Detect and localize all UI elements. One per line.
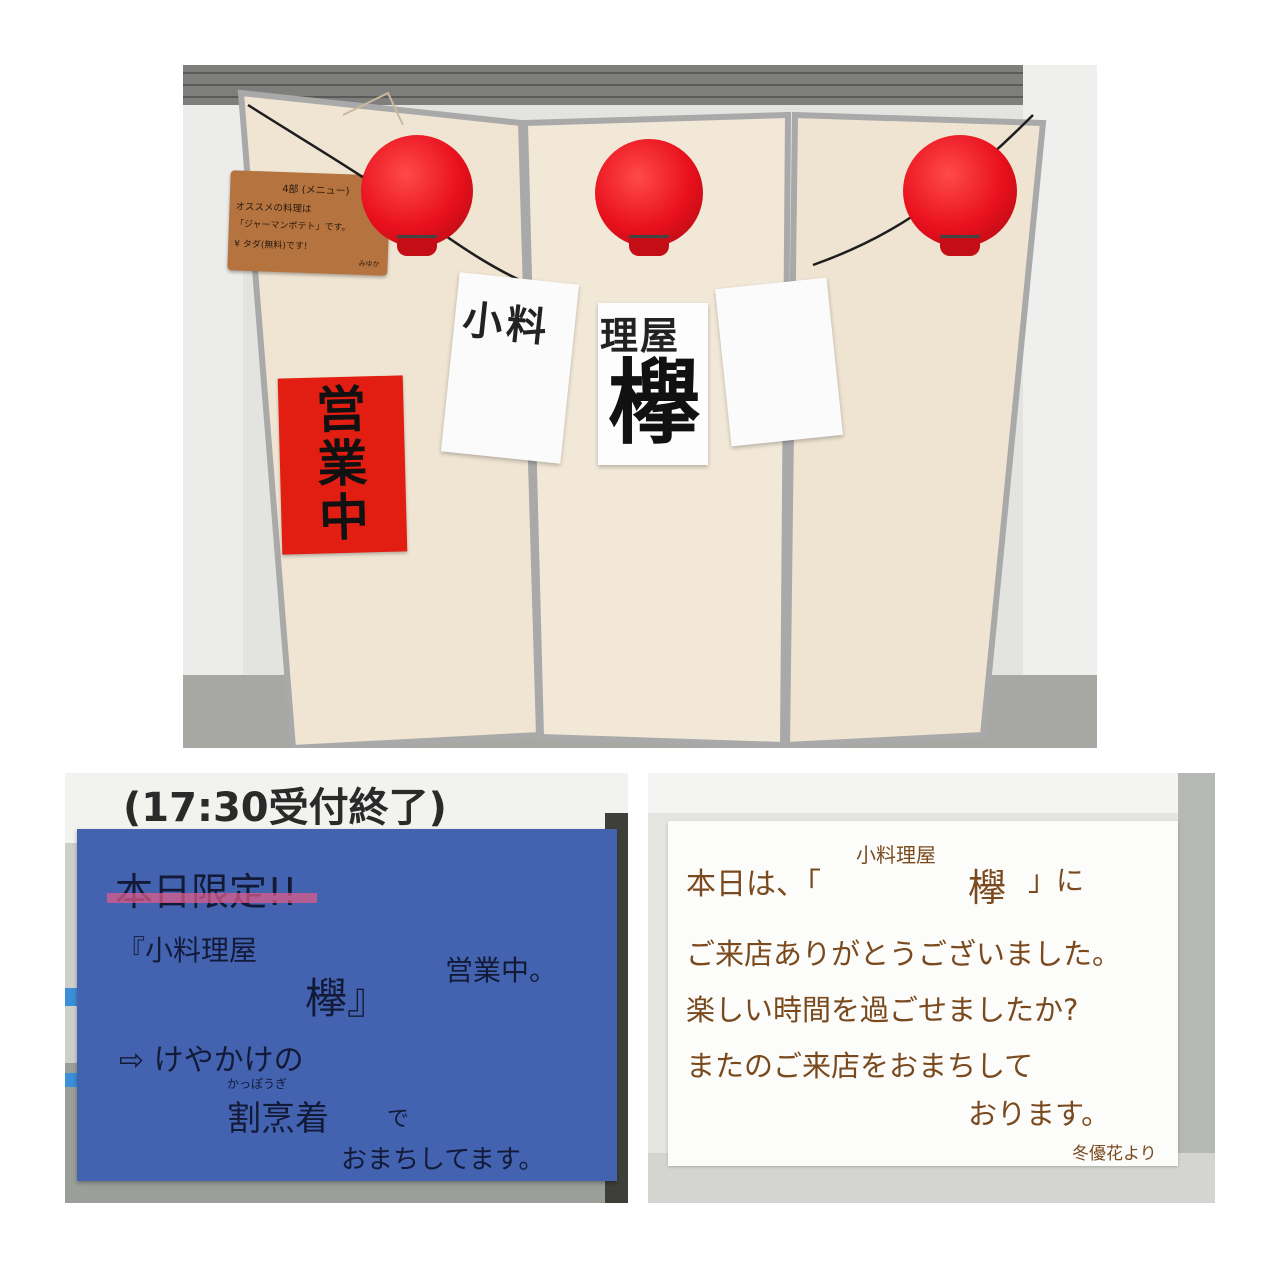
thanks-line4: またのご来店をおまちして	[686, 1049, 1034, 1083]
photo-blue-sign: (17:30受付終了) 本日限定!! 『小料理屋 欅』 営業中。 ⇨ けやかけの…	[65, 773, 628, 1203]
thanks-line1c: 欅	[968, 866, 1007, 910]
blue-sign-line2: 『小料理屋	[117, 934, 258, 967]
photo-thank-you-sign: 本日は、「 小料理屋 欅 」に ご来店ありがとうございました。 楽しい時間を過ご…	[648, 773, 1215, 1203]
banner-left-text: 小料	[460, 295, 553, 352]
thanks-line1b: 小料理屋	[856, 843, 936, 867]
red-sign-char-1: 営	[315, 379, 367, 440]
red-sign-char-2: 業	[316, 433, 369, 494]
open-for-business-sign: 営 業 中	[277, 375, 408, 555]
banner-middle-top-text: 理屋	[600, 313, 681, 358]
blue-sign-line3b: 営業中。	[445, 954, 558, 987]
blue-sign-ruby: かっぽうぎ	[227, 1077, 288, 1091]
blue-paper-sign: 本日限定!! 『小料理屋 欅』 営業中。 ⇨ けやかけの かっぽうぎ 割烹着 で…	[77, 829, 617, 1181]
wood-sign-line4: ¥ タダ(無料)です!	[234, 239, 308, 252]
wood-sign-line1: 4部 (メニュー)	[281, 184, 350, 198]
blue-sign-line1: 本日限定!!	[115, 870, 298, 914]
red-lantern-right	[903, 135, 1017, 256]
thanks-line3: 楽しい時間を過ごせましたか?	[686, 993, 1079, 1027]
photo-screen-booth: 4部 (メニュー) オススメの料理は 「ジャーマンポテト」です。 ¥ タダ(無料…	[183, 65, 1097, 748]
blue-sign-line5: 割烹着	[227, 1099, 329, 1139]
thanks-line1d: 」に	[1028, 864, 1085, 897]
paper-banner-right	[715, 277, 843, 447]
red-sign-char-3: 中	[318, 487, 370, 548]
reception-end-label: (17:30受付終了)	[123, 785, 447, 831]
wood-sign-line2: オススメの料理は	[235, 201, 312, 216]
red-lantern-middle	[595, 139, 703, 256]
blue-sign-line4: ⇨ けやかけの	[119, 1043, 304, 1078]
blue-sign-line6: おまちしてます。	[341, 1145, 545, 1175]
wood-sign-signature: みゆか	[358, 259, 380, 269]
red-lantern-left	[361, 135, 473, 256]
blue-sign-line3: 欅』	[305, 974, 390, 1023]
white-paper-sign: 本日は、「 小料理屋 欅 」に ご来店ありがとうございました。 楽しい時間を過ご…	[668, 821, 1178, 1166]
thanks-line5: おります。	[968, 1097, 1111, 1131]
paper-banner-middle: 理屋 欅	[598, 303, 708, 465]
thanks-signature: 冬優花より	[1072, 1144, 1157, 1164]
banner-middle-big-char: 欅	[608, 349, 701, 457]
paper-banner-left: 小料	[440, 272, 580, 464]
wood-sign-line3: 「ジャーマンポテト」です。	[234, 219, 351, 234]
blue-sign-line5b: で	[387, 1107, 410, 1132]
thanks-line2: ご来店ありがとうございました。	[686, 937, 1122, 971]
thanks-line1a: 本日は、「	[686, 867, 821, 902]
